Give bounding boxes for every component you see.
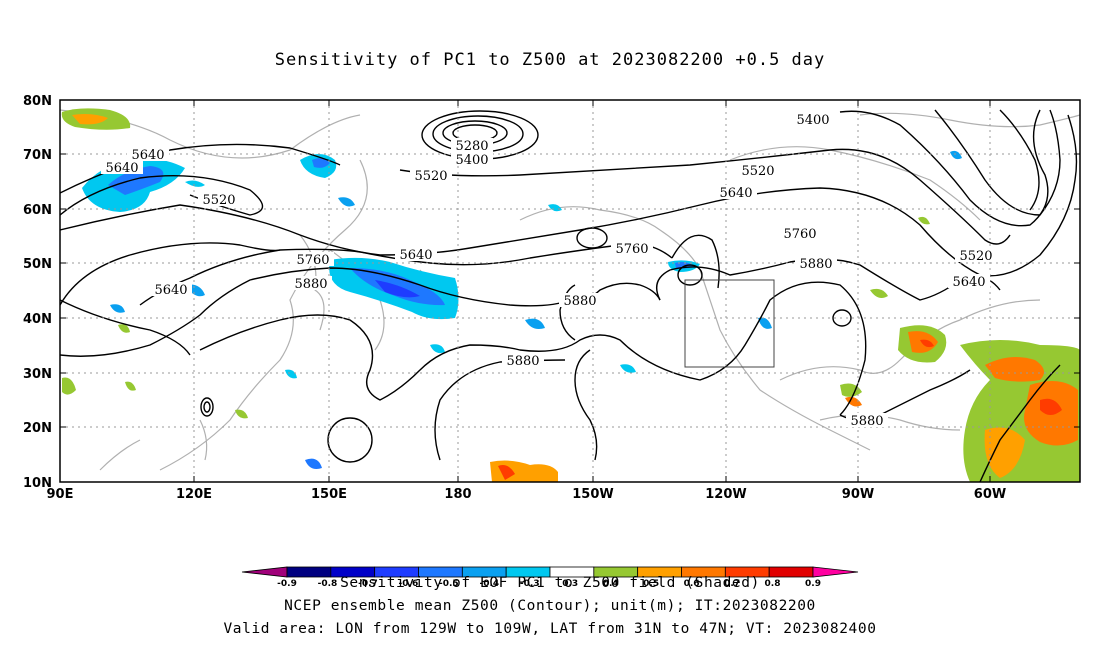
contour-label-5520: 5520 (737, 163, 779, 179)
colorbar-label: -0.4 (479, 579, 499, 589)
colorbar-labels: -0.9 -0.8 -0.7 -0.6 -0.5 -0.4 -0.3 0.3 0.4 0.5 0.6… (277, 579, 821, 589)
lon-label: 60W (974, 487, 1006, 502)
colorbar-label: 0.6 (684, 579, 700, 589)
lon-label: 120E (176, 487, 212, 502)
colorbar-label: -0.6 (399, 579, 419, 589)
lon-label: 90E (47, 487, 74, 502)
svg-text:5760: 5760 (783, 227, 816, 242)
colorbar-label: 0.7 (724, 579, 740, 589)
caption-contour: NCEP ensemble mean Z500 (Contour); unit(… (284, 598, 816, 614)
contour-label-5640: 5640 (101, 160, 143, 176)
contour-label-5640: 5640 (715, 185, 757, 201)
svg-text:5880: 5880 (294, 277, 327, 292)
lat-label: 80N (23, 94, 52, 109)
lon-label: 150E (311, 487, 347, 502)
svg-text:5880: 5880 (506, 354, 539, 369)
contour-label-5400: 5400 (451, 152, 493, 168)
tick-marks (60, 100, 1080, 482)
svg-text:5880: 5880 (563, 294, 596, 309)
lon-label: 180 (444, 487, 471, 502)
map-title: Sensitivity of PC1 to Z500 at 2023082200… (274, 50, 826, 70)
colorbar-segment (812, 566, 859, 578)
contour-label-5880: 5880 (795, 256, 837, 272)
lat-label: 70N (23, 148, 52, 163)
contour-label-5880: 5880 (559, 293, 601, 309)
plot-frame (59, 99, 1081, 483)
contour-label-5880: 5880 (846, 413, 888, 429)
contour-label-5760: 5760 (611, 241, 653, 257)
contour-label-5640: 5640 (395, 247, 437, 263)
svg-text:5520: 5520 (959, 249, 992, 264)
svg-text:5280: 5280 (455, 139, 488, 154)
svg-text:5520: 5520 (202, 193, 235, 208)
colorbar-label: -0.5 (439, 579, 459, 589)
svg-text:5640: 5640 (105, 161, 138, 176)
contour-label-5640: 5640 (150, 282, 192, 298)
contour-label-5640: 5640 (948, 274, 990, 290)
contour-label-5640: 5640 (127, 147, 169, 163)
svg-text:5760: 5760 (296, 253, 329, 268)
grid-lines (60, 100, 1080, 482)
svg-text:5400: 5400 (455, 153, 488, 168)
colorbar-label: 0.4 (603, 579, 619, 589)
svg-text:5520: 5520 (741, 164, 774, 179)
lat-label: 20N (23, 421, 52, 436)
colorbar-label: -0.9 (277, 579, 297, 589)
latitude-labels: 80N 70N 60N 50N 40N 30N 20N 10N (23, 94, 52, 491)
colorbar-label: -0.3 (520, 579, 540, 589)
colorbar-label: 0.9 (805, 579, 821, 589)
svg-text:5520: 5520 (414, 169, 447, 184)
longitude-labels: 90E 120E 150E 180 150W 120W 90W 60W (47, 487, 1007, 502)
contour-label-5520: 5520 (955, 248, 997, 264)
colorbar-label: 0.8 (765, 579, 781, 589)
caption-valid-area: Valid area: LON from 129W to 109W, LAT f… (223, 621, 877, 637)
colorbar: -0.9 -0.8 -0.7 -0.6 -0.5 -0.4 -0.3 0.3 0.4 0.5 0.6… (241, 566, 859, 589)
contour-label-5520: 5520 (198, 192, 240, 208)
contour-label-5880: 5880 (502, 353, 544, 369)
svg-text:5880: 5880 (850, 414, 883, 429)
lon-label: 150W (572, 487, 613, 502)
contour-label-5520: 5520 (410, 168, 452, 184)
lat-label: 10N (23, 476, 52, 491)
colorbar-label: -0.7 (358, 579, 378, 589)
lat-label: 30N (23, 367, 52, 382)
svg-text:5880: 5880 (799, 257, 832, 272)
svg-text:5400: 5400 (796, 113, 829, 128)
colorbar-label: 0.3 (562, 579, 578, 589)
svg-text:5640: 5640 (399, 248, 432, 263)
svg-text:5640: 5640 (952, 275, 985, 290)
lat-label: 50N (23, 257, 52, 272)
contour-label-5760: 5760 (779, 226, 821, 242)
valid-area-box (684, 279, 775, 368)
lon-label: 90W (842, 487, 874, 502)
colorbar-label: 0.5 (643, 579, 659, 589)
contour-label-5760: 5760 (292, 252, 334, 268)
colorbar-boxes (241, 566, 859, 578)
lat-label: 60N (23, 203, 52, 218)
svg-text:5640: 5640 (154, 283, 187, 298)
contour-labels: 5280 5400 5400 5520 5520 5520 5640 5640 … (101, 112, 997, 429)
lon-label: 120W (705, 487, 746, 502)
contour-label-5280: 5280 (451, 138, 493, 154)
svg-text:5640: 5640 (131, 148, 164, 163)
caption-shaded: Sensitivity of EOF PC1 to Z500 field (Sh… (340, 575, 760, 591)
colorbar-label: -0.8 (318, 579, 338, 589)
lat-label: 40N (23, 312, 52, 327)
svg-text:5640: 5640 (719, 186, 752, 201)
contour-label-5400: 5400 (792, 112, 834, 128)
svg-text:5760: 5760 (615, 242, 648, 257)
contour-label-5880: 5880 (290, 276, 332, 292)
